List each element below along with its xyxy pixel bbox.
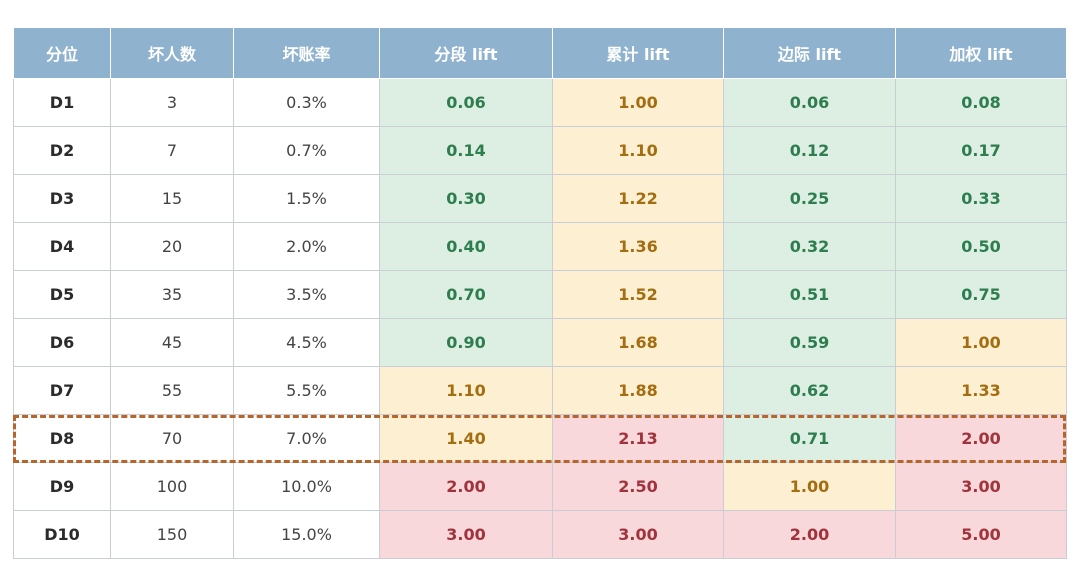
header-cell: 坏人数	[110, 27, 234, 79]
cumulative-lift-cell: 3.00	[552, 510, 724, 559]
cumulative-lift-cell: 2.13	[552, 414, 724, 463]
weighted-lift-cell: 0.17	[895, 126, 1067, 175]
cumulative-lift-cell: 2.50	[552, 462, 724, 511]
header-cell: 分位	[13, 27, 111, 79]
marginal-lift-cell: 0.06	[723, 78, 896, 127]
segment-cell: D1	[13, 78, 111, 127]
table-body: D1 3 0.3% 0.06 1.00 0.06 0.08 D2 7 0.7% 0.14 1.10 0.…	[13, 78, 1067, 559]
marginal-lift-cell: 0.62	[723, 366, 896, 415]
segment-cell: D8	[13, 414, 111, 463]
bad-count-cell: 3	[110, 78, 234, 127]
segment-lift-cell: 0.40	[379, 222, 553, 271]
segment-cell: D10	[13, 510, 111, 559]
segment-cell: D3	[13, 174, 111, 223]
weighted-lift-cell: 0.75	[895, 270, 1067, 319]
bad-count-cell: 150	[110, 510, 234, 559]
lift-table: 分位 坏人数 坏账率 分段 lift 累计 lift 边际 lift 加权 li…	[13, 27, 1067, 559]
header-row: 分位 坏人数 坏账率 分段 lift 累计 lift 边际 lift 加权 li…	[13, 27, 1067, 79]
bad-count-cell: 15	[110, 174, 234, 223]
marginal-lift-cell: 0.25	[723, 174, 896, 223]
marginal-lift-cell: 0.71	[723, 414, 896, 463]
bad-rate-cell: 7.0%	[233, 414, 380, 463]
table-row: D8 70 7.0% 1.40 2.13 0.71 2.00	[13, 414, 1067, 463]
table-row: D9 100 10.0% 2.00 2.50 1.00 3.00	[13, 462, 1067, 511]
header-cell: 坏账率	[233, 27, 380, 79]
bad-rate-cell: 4.5%	[233, 318, 380, 367]
bad-rate-cell: 0.7%	[233, 126, 380, 175]
bad-count-cell: 100	[110, 462, 234, 511]
table-row: D4 20 2.0% 0.40 1.36 0.32 0.50	[13, 222, 1067, 271]
bad-rate-cell: 2.0%	[233, 222, 380, 271]
cumulative-lift-cell: 1.52	[552, 270, 724, 319]
bad-count-cell: 35	[110, 270, 234, 319]
table-row: D3 15 1.5% 0.30 1.22 0.25 0.33	[13, 174, 1067, 223]
table-row: D5 35 3.5% 0.70 1.52 0.51 0.75	[13, 270, 1067, 319]
table-row: D10 150 15.0% 3.00 3.00 2.00 5.00	[13, 510, 1067, 559]
header-cell: 累计 lift	[552, 27, 724, 79]
cumulative-lift-cell: 1.36	[552, 222, 724, 271]
table-row: D1 3 0.3% 0.06 1.00 0.06 0.08	[13, 78, 1067, 127]
bad-count-cell: 55	[110, 366, 234, 415]
cumulative-lift-cell: 1.00	[552, 78, 724, 127]
table-row: D2 7 0.7% 0.14 1.10 0.12 0.17	[13, 126, 1067, 175]
segment-lift-cell: 2.00	[379, 462, 553, 511]
marginal-lift-cell: 0.59	[723, 318, 896, 367]
segment-lift-cell: 0.70	[379, 270, 553, 319]
weighted-lift-cell: 1.00	[895, 318, 1067, 367]
segment-cell: D6	[13, 318, 111, 367]
segment-cell: D4	[13, 222, 111, 271]
bad-rate-cell: 5.5%	[233, 366, 380, 415]
bad-rate-cell: 1.5%	[233, 174, 380, 223]
segment-lift-cell: 0.90	[379, 318, 553, 367]
segment-lift-cell: 0.14	[379, 126, 553, 175]
marginal-lift-cell: 1.00	[723, 462, 896, 511]
marginal-lift-cell: 0.12	[723, 126, 896, 175]
cumulative-lift-cell: 1.10	[552, 126, 724, 175]
segment-lift-cell: 0.30	[379, 174, 553, 223]
bad-rate-cell: 15.0%	[233, 510, 380, 559]
bad-rate-cell: 10.0%	[233, 462, 380, 511]
bad-count-cell: 70	[110, 414, 234, 463]
bad-count-cell: 45	[110, 318, 234, 367]
weighted-lift-cell: 2.00	[895, 414, 1067, 463]
segment-cell: D7	[13, 366, 111, 415]
weighted-lift-cell: 0.50	[895, 222, 1067, 271]
bad-rate-cell: 0.3%	[233, 78, 380, 127]
cumulative-lift-cell: 1.68	[552, 318, 724, 367]
segment-lift-cell: 0.06	[379, 78, 553, 127]
bad-count-cell: 20	[110, 222, 234, 271]
marginal-lift-cell: 0.32	[723, 222, 896, 271]
table-row: D7 55 5.5% 1.10 1.88 0.62 1.33	[13, 366, 1067, 415]
weighted-lift-cell: 0.08	[895, 78, 1067, 127]
bad-count-cell: 7	[110, 126, 234, 175]
weighted-lift-cell: 3.00	[895, 462, 1067, 511]
segment-cell: D2	[13, 126, 111, 175]
segment-lift-cell: 1.10	[379, 366, 553, 415]
header-cell: 边际 lift	[723, 27, 896, 79]
segment-lift-cell: 1.40	[379, 414, 553, 463]
header-cell: 加权 lift	[895, 27, 1067, 79]
cumulative-lift-cell: 1.88	[552, 366, 724, 415]
cumulative-lift-cell: 1.22	[552, 174, 724, 223]
marginal-lift-cell: 0.51	[723, 270, 896, 319]
header-cell: 分段 lift	[379, 27, 553, 79]
segment-lift-cell: 3.00	[379, 510, 553, 559]
weighted-lift-cell: 1.33	[895, 366, 1067, 415]
bad-rate-cell: 3.5%	[233, 270, 380, 319]
segment-cell: D9	[13, 462, 111, 511]
weighted-lift-cell: 0.33	[895, 174, 1067, 223]
marginal-lift-cell: 2.00	[723, 510, 896, 559]
segment-cell: D5	[13, 270, 111, 319]
table-row: D6 45 4.5% 0.90 1.68 0.59 1.00	[13, 318, 1067, 367]
weighted-lift-cell: 5.00	[895, 510, 1067, 559]
